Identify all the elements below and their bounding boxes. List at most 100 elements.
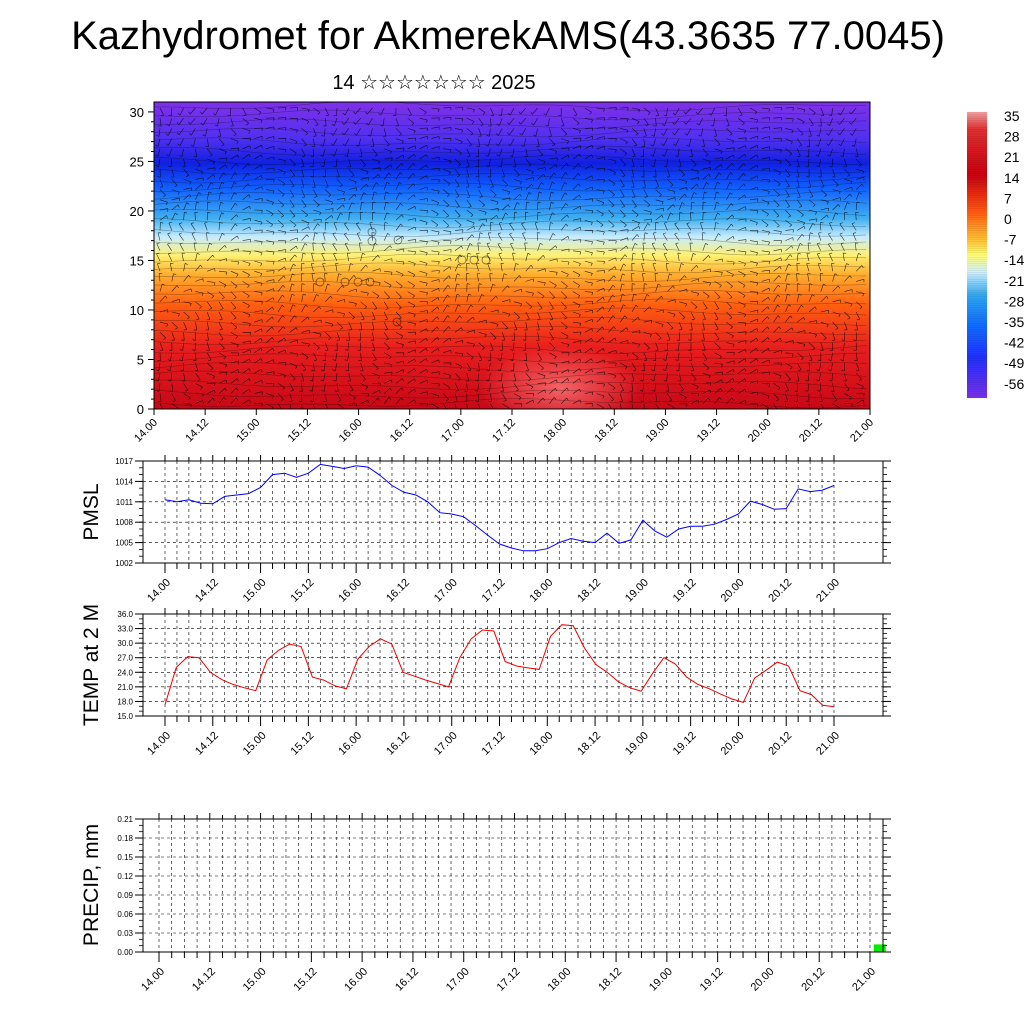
xaxis-tick-label: 21.00 <box>814 730 842 758</box>
xaxis-tick-label: 21.00 <box>848 417 876 445</box>
colorbar-label: 28 <box>1004 129 1020 145</box>
xaxis-tick-label: 18.00 <box>527 577 555 605</box>
yaxis-tick-label: 0.12 <box>117 872 133 881</box>
yaxis-tick-label: 30.0 <box>117 639 133 648</box>
xaxis-tick-label: 15.12 <box>289 730 317 758</box>
xaxis-tick-label: 19.12 <box>695 417 723 445</box>
colorbar-label: -35 <box>1004 314 1024 330</box>
xaxis-tick-label: 16.12 <box>384 577 412 605</box>
xaxis-tick-label: 21.00 <box>814 577 842 605</box>
xaxis-tick-label: 16.00 <box>336 577 364 605</box>
xaxis-tick-label: 20.00 <box>749 966 777 994</box>
xaxis-tick-label: 16.00 <box>342 966 370 994</box>
yaxis-tick-label: 30 <box>130 105 144 120</box>
xaxis-tick-label: 14.00 <box>132 417 160 445</box>
colorbar-label: 21 <box>1004 149 1020 165</box>
xaxis-tick-label: 21.00 <box>850 966 878 994</box>
temp-border <box>142 613 884 717</box>
yaxis-tick-label: 24.0 <box>117 668 133 677</box>
xaxis-tick-label: 19.12 <box>698 966 726 994</box>
yaxis-tick-label: 0.06 <box>117 910 133 919</box>
xaxis-tick-label: 20.12 <box>797 417 825 445</box>
xaxis-tick-label: 14.12 <box>193 730 221 758</box>
xaxis-tick-label: 17.00 <box>444 966 472 994</box>
page-title: Kazhydromet for AkmerekAMS(43.3635 77.00… <box>71 14 945 58</box>
xaxis-tick-label: 14.00 <box>145 730 173 758</box>
temp-axes: 36.0 33.0 30.0 27.0 24.0 21.0 18.0 15.0 14.00 14.… <box>117 608 891 758</box>
pmsl-axes: 1017 1014 1011 1008 1005 1002 14.00 14.12 15.00 1… <box>115 455 891 605</box>
precip-ylabel: PRECIP, mm <box>80 824 103 946</box>
xaxis-tick-label: 18.12 <box>575 730 603 758</box>
panel-temp: 36.0 33.0 30.0 27.0 24.0 21.0 18.0 15.0 14.00 14.… <box>80 604 891 758</box>
colorbar-label: -21 <box>1004 273 1024 289</box>
yaxis-tick-label: 20 <box>130 204 144 219</box>
xaxis-tick-label: 18.00 <box>545 966 573 994</box>
xaxis-tick-label: 18.00 <box>541 417 569 445</box>
pmsl-ylabel: PMSL <box>80 483 103 540</box>
yaxis-tick-label: 1002 <box>115 559 133 568</box>
yaxis-tick-label: 15 <box>130 253 144 268</box>
xaxis-tick-label: 19.00 <box>623 730 651 758</box>
temp-ylabel: TEMP at 2 M <box>80 604 103 726</box>
xaxis-tick-label: 20.12 <box>766 577 794 605</box>
precip-bars <box>873 944 886 952</box>
xaxis-tick-label: 17.12 <box>480 577 508 605</box>
yaxis-tick-label: 18.0 <box>117 697 133 706</box>
xaxis-tick-label: 16.12 <box>384 730 412 758</box>
precip-border <box>142 818 884 953</box>
colorbar-label: 14 <box>1004 170 1020 186</box>
precip-bar <box>873 944 886 952</box>
pmsl-grid <box>143 461 883 563</box>
yaxis-tick-label: 0.00 <box>117 948 133 957</box>
xaxis-tick-label: 15.12 <box>292 966 320 994</box>
panel-pmsl: 1017 1014 1011 1008 1005 1002 14.00 14.12 15.00 1… <box>80 455 891 605</box>
xaxis-tick-label: 15.12 <box>289 577 317 605</box>
pmsl-line <box>164 463 835 552</box>
xaxis-tick-label: 19.00 <box>644 417 672 445</box>
yaxis-tick-label: 0.21 <box>117 815 133 824</box>
colorbar-label: -14 <box>1004 252 1024 268</box>
colorbar-label: -7 <box>1004 232 1017 248</box>
xaxis-tick-label: 20.12 <box>766 730 794 758</box>
xaxis-tick-label: 17.00 <box>432 577 460 605</box>
xaxis-tick-label: 14.12 <box>190 966 218 994</box>
yaxis-tick-label: 1014 <box>115 477 133 486</box>
yaxis-tick-label: 0.15 <box>117 853 133 862</box>
yaxis-tick-label: 0.18 <box>117 834 133 843</box>
yaxis-tick-label: 25 <box>130 154 144 169</box>
xaxis-tick-label: 15.00 <box>241 730 269 758</box>
xaxis-tick-label: 14.12 <box>183 417 211 445</box>
xaxis-tick-label: 16.12 <box>393 966 421 994</box>
panel-precip: 0.21 0.18 0.15 0.12 0.09 0.06 0.03 0.00 14.00 14.… <box>80 813 891 994</box>
colorbar-label: 7 <box>1004 190 1012 206</box>
xaxis-tick-label: 20.00 <box>719 730 747 758</box>
xaxis-tick-label: 16.00 <box>336 730 364 758</box>
yaxis-tick-label: 1008 <box>115 518 133 527</box>
colorbar-fill <box>967 112 987 398</box>
xaxis-tick-label: 18.12 <box>575 577 603 605</box>
yaxis-tick-label: 10 <box>130 303 144 318</box>
colorbar-label: -42 <box>1004 335 1024 351</box>
xaxis-tick-label: 17.00 <box>432 730 460 758</box>
precip-grid <box>143 819 883 952</box>
yaxis-tick-label: 36.0 <box>117 610 133 619</box>
yaxis-tick-label: 5 <box>137 352 144 367</box>
panel-cross-section: 0 5 10 15 20 25 30 14.00 14.12 15.00 15.12 16.00 16.… <box>130 101 876 445</box>
xaxis-tick-label: 18.12 <box>592 417 620 445</box>
xaxis-tick-label: 17.12 <box>490 417 518 445</box>
yaxis-tick-label: 15.0 <box>117 712 133 721</box>
colorbar-label: -49 <box>1004 355 1024 371</box>
temp-line <box>164 624 835 708</box>
xaxis-tick-label: 15.00 <box>241 966 269 994</box>
yaxis-tick-label: 1005 <box>115 539 133 548</box>
precip-axes: 0.21 0.18 0.15 0.12 0.09 0.06 0.03 0.00 14.00 14.… <box>117 813 891 994</box>
colorbar-label: 0 <box>1004 211 1012 227</box>
yaxis-tick-label: 21.0 <box>117 683 133 692</box>
xaxis-tick-label: 20.12 <box>799 966 827 994</box>
xaxis-tick-label: 16.00 <box>337 417 365 445</box>
yaxis-tick-label: 0.09 <box>117 891 133 900</box>
xaxis-tick-label: 17.12 <box>480 730 508 758</box>
colorbar-bands <box>967 111 987 399</box>
colorbar-labels: 35 28 21 14 7 0 -7 -14 -21 -28 -35 -42 -49 -56 <box>1004 108 1024 392</box>
